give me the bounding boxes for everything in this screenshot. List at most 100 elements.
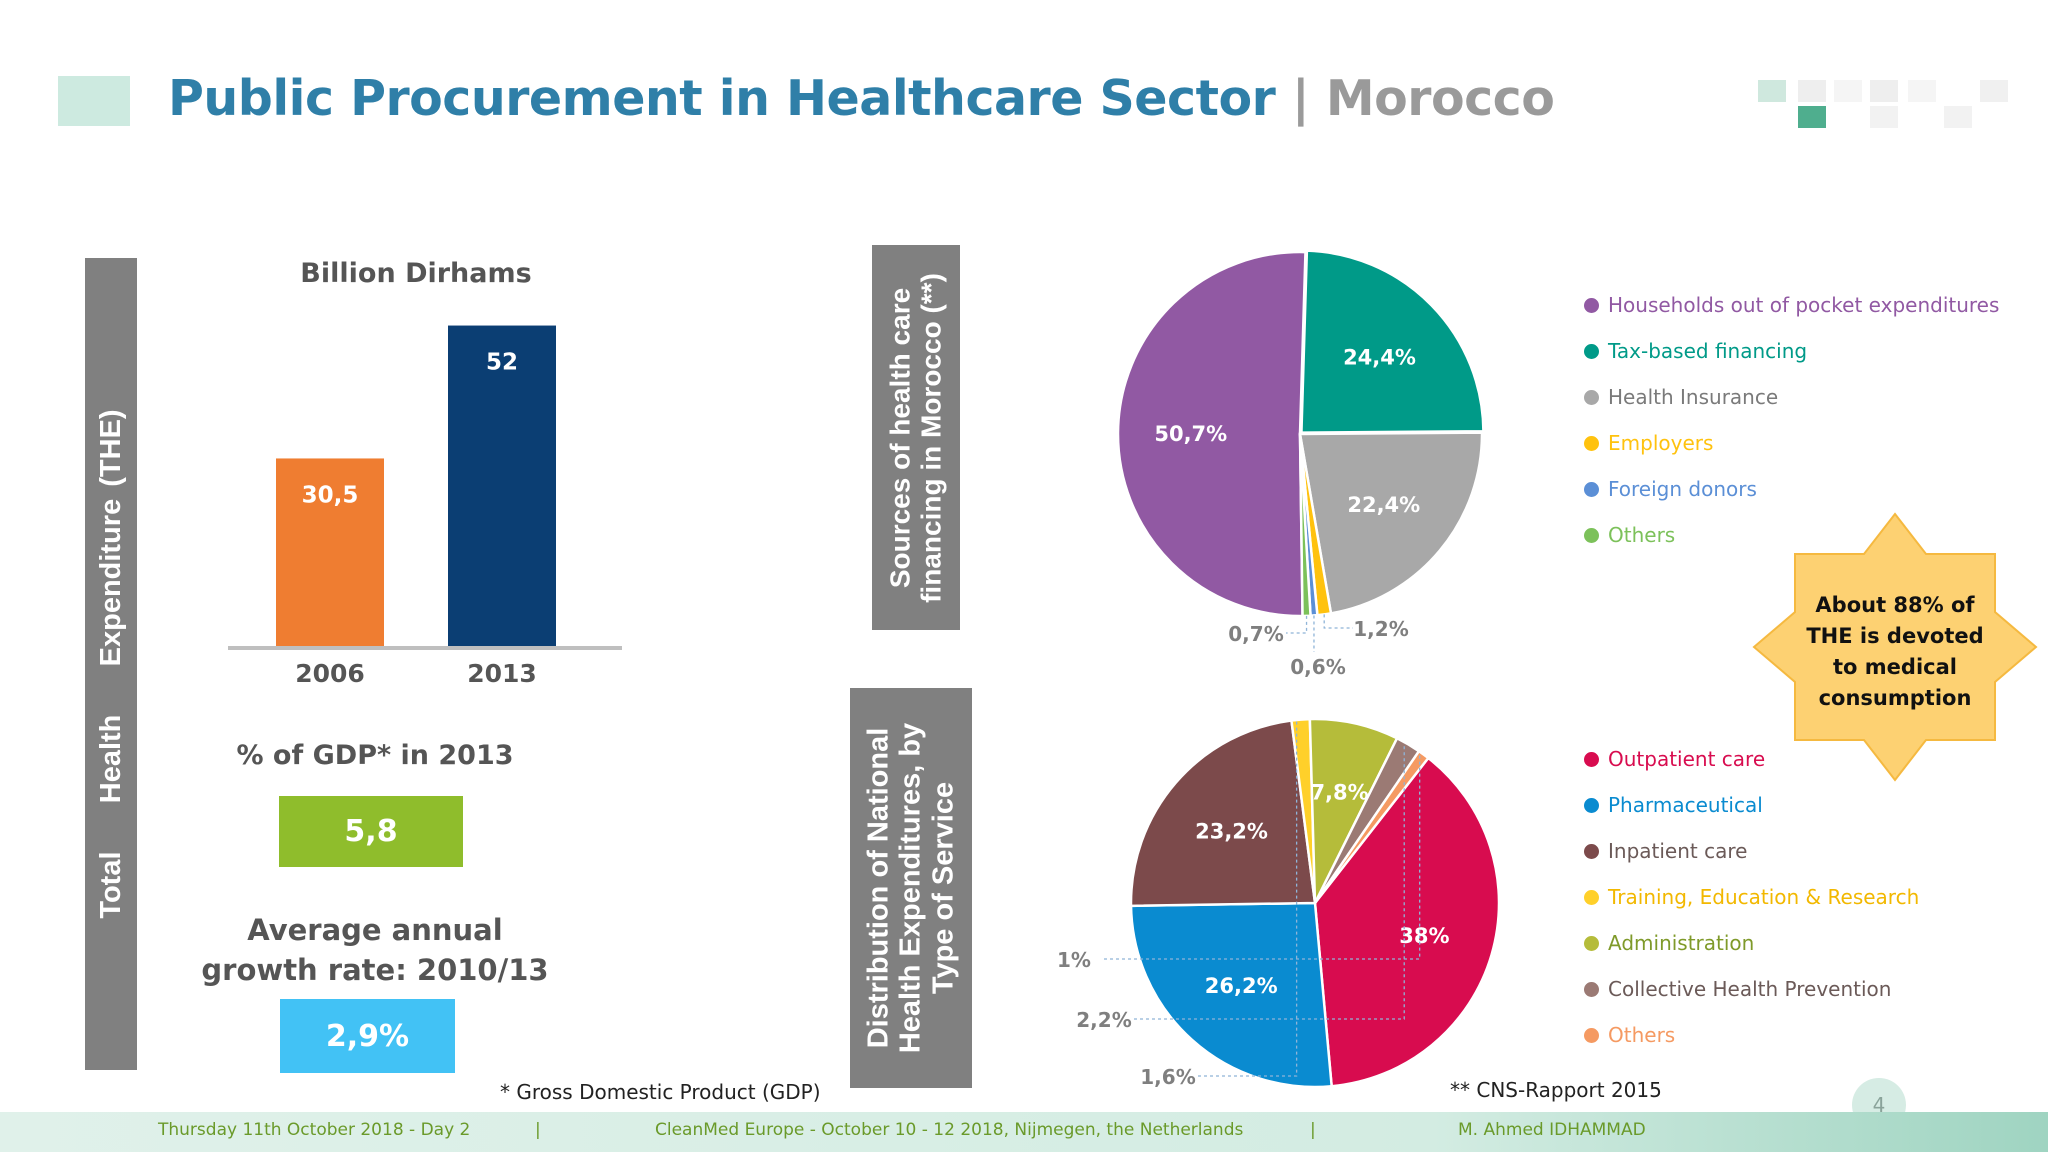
gdp-label: % of GDP* in 2013 [236,740,514,771]
legend2-swatch-pharmaceutical [1584,797,1599,813]
legend2-swatch-administration [1584,935,1599,951]
legend1-item-tax-based-financing: Tax-based financing [1584,328,1999,374]
bar-label-2013: 52 [486,350,518,376]
callout-line1: About 88% of [1815,593,1975,617]
pie1-label-others: 0,7% [1228,622,1283,646]
title-accent-block [58,76,130,126]
footer-bar [0,1112,2048,1152]
legend2-label-inpatient-care: Inpatient care [1608,839,1748,863]
legend2-item-training-education-research: Training, Education & Research [1584,874,1919,920]
pie2-label-outpatient-care: 38% [1399,924,1449,948]
pie2-label-administration: 7,8% [1310,781,1368,805]
footer-event: CleanMed Europe - October 10 - 12 2018, … [655,1120,1244,1140]
pie1-slice-households-out-of-pocket-expenditures [1116,250,1307,618]
callout-line2: THE is devoted [1806,624,1983,648]
legend1-item-others: Others [1584,512,1999,558]
legend1-swatch-households-out-of-pocket-expenditures [1584,297,1599,313]
corner-decoration [1758,80,2008,130]
footer-sep-1: | [535,1120,541,1140]
pie1-label-households-out-of-pocket-expenditures: 50,7% [1154,422,1227,446]
pie1-leader-employers [1323,614,1353,629]
pie1-slice-health-insurance [1298,431,1484,615]
legend2-swatch-collective-health-prevention [1584,981,1599,997]
pie2-label-inpatient-care: 23,2% [1195,820,1268,844]
callout-star: About 88% of THE is devoted to medical c… [1752,512,2038,782]
growth-value-box: 2,9% [280,999,455,1073]
bar-2013 [448,325,556,647]
legend2-swatch-others [1584,1027,1599,1043]
pie2-leader-others [1104,754,1421,960]
pie2-label-collective-health-prevention: 2,2% [1076,1008,1131,1032]
title-separator: | [1291,70,1310,127]
pie2-label-training-education-research: 1,6% [1140,1065,1195,1089]
legend2-item-pharmaceutical: Pharmaceutical [1584,782,1919,828]
legend1-swatch-foreign-donors [1584,481,1599,497]
pie2-slice-outpatient-care [1313,756,1501,1088]
pie1-label-employers: 1,2% [1353,617,1408,641]
footer-date: Thursday 11th October 2018 - Day 2 [158,1120,471,1140]
pie2-slice-pharmaceutical [1129,901,1334,1089]
tick-2006: 2006 [295,659,365,688]
the-side-label: Total Health Expenditure (THE) [85,258,137,1070]
pie1-leader-others [1286,615,1308,634]
gdp-value-box: 5,8 [279,796,463,867]
legend1-swatch-health-insurance [1584,389,1599,405]
growth-label-line2: growth rate: 2010/13 [201,953,549,987]
legend1-label-others: Others [1608,523,1676,547]
title-country: Morocco [1325,70,1555,127]
bar-2006 [276,458,384,647]
pie1-label-tax-based-financing: 24,4% [1343,345,1416,369]
legend2-swatch-training-education-research [1584,889,1599,905]
cns-footnote: ** CNS-Rapport 2015 [1450,1078,1662,1102]
legend1-label-tax-based-financing: Tax-based financing [1608,339,1808,363]
pie2-leader-training-education-research [1198,719,1298,1077]
title-main: Public Procurement in Healthcare Sector [168,70,1276,127]
legend2-item-others: Others [1584,1012,1919,1058]
distribution-legend: Outpatient care Pharmaceutical Inpatient c… [1584,736,1919,1058]
legend2-item-outpatient-care: Outpatient care [1584,736,1919,782]
legend2-swatch-inpatient-care [1584,843,1599,859]
gdp-footnote: * Gross Domestic Product (GDP) [500,1080,821,1104]
legend1-label-foreign-donors: Foreign donors [1608,477,1757,501]
legend2-item-collective-health-prevention: Collective Health Prevention [1584,966,1919,1012]
pie2-slice-inpatient-care [1129,719,1317,908]
legend1-swatch-employers [1584,435,1599,451]
legend1-label-health-insurance: Health Insurance [1608,385,1779,409]
pie1-label-health-insurance: 22,4% [1347,493,1420,517]
growth-label-line1: Average annual [247,913,503,947]
pie2-label-pharmaceutical: 26,2% [1205,974,1278,998]
the-bar-chart: Billion Dirhams 30,5 2006 52 2013 [228,258,622,688]
legend1-swatch-tax-based-financing [1584,343,1599,359]
legend2-label-others: Others [1608,1023,1676,1047]
legend1-item-foreign-donors: Foreign donors [1584,466,1999,512]
legend1-item-households-out-of-pocket-expenditures: Households out of pocket expenditures [1584,282,1999,328]
callout-line4: consumption [1819,686,1972,710]
legend1-item-health-insurance: Health Insurance [1584,374,1999,420]
footer-author: M. Ahmed IDHAMMAD [1458,1120,1646,1140]
pie2-label-others: 1% [1057,948,1091,972]
callout-line3: to medical [1833,655,1957,679]
legend2-label-collective-health-prevention: Collective Health Prevention [1608,977,1892,1001]
legend2-label-pharmaceutical: Pharmaceutical [1608,793,1763,817]
pie1-label-foreign-donors: 0,6% [1290,655,1345,679]
bar-chart-title: Billion Dirhams [300,258,531,289]
pie2-slice-others [1313,749,1431,904]
legend2-label-training-education-research: Training, Education & Research [1608,885,1920,909]
growth-label: Average annual growth rate: 2010/13 [200,910,550,990]
legend1-swatch-others [1584,527,1599,543]
legend2-swatch-outpatient-care [1584,751,1599,767]
legend2-label-administration: Administration [1608,931,1755,955]
legend1-label-households-out-of-pocket-expenditures: Households out of pocket expenditures [1608,293,2000,317]
legend1-label-employers: Employers [1608,431,1714,455]
bar-label-2006: 30,5 [302,482,359,508]
sources-legend: Households out of pocket expenditures Tax… [1584,282,1999,558]
legend2-label-outpatient-care: Outpatient care [1608,747,1766,771]
page-title: Public Procurement in Healthcare Sector … [168,70,1555,127]
footer-sep-2: | [1310,1120,1316,1140]
sources-side-label: Sources of health care financing in Moro… [872,245,960,630]
pie1-slice-tax-based-financing [1300,249,1485,434]
pie2-leader-collective-health-prevention [1134,744,1405,1020]
tick-2013: 2013 [467,659,537,688]
callout-star-shape [1752,512,2038,782]
